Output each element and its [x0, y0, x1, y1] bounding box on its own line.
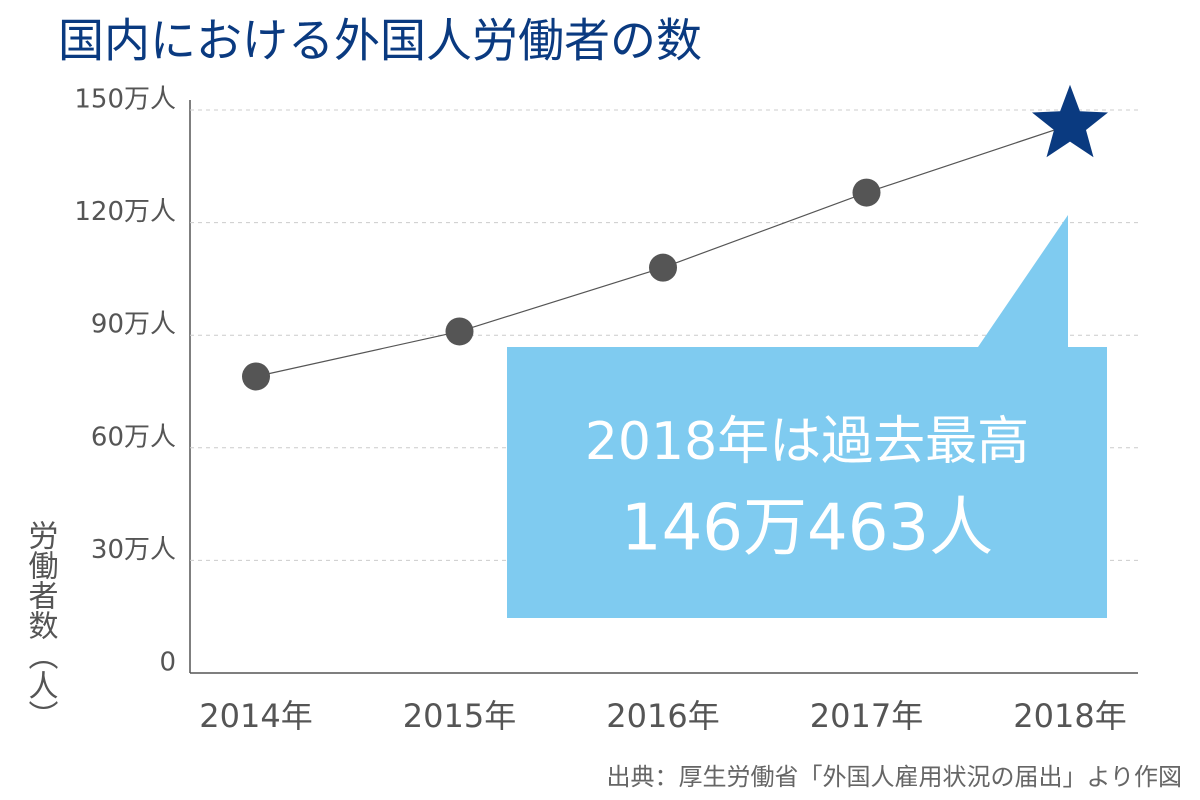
highlight-point	[1032, 84, 1108, 158]
callout-value-label: 146万463人	[621, 492, 993, 566]
data-point	[242, 362, 270, 391]
data-point	[852, 178, 881, 207]
y-axis-label: 労働者数（人）	[23, 520, 59, 730]
y-tick-label: 0	[159, 648, 176, 678]
data-line	[255, 124, 1071, 378]
callout-box	[507, 215, 1107, 618]
data-point	[445, 317, 474, 346]
x-tick-label: 2016年	[606, 697, 719, 735]
y-tick-label: 30万人	[91, 535, 176, 565]
y-tick-label: 90万人	[91, 310, 176, 340]
source-note: 出典：厚生労働省「外国人雇用状況の届出」より作図	[606, 763, 1182, 791]
y-tick-label: 60万人	[91, 422, 176, 452]
x-tick-label: 2014年	[199, 697, 312, 735]
data-point	[649, 253, 677, 282]
callout-annotation: 2018年は過去最高	[585, 412, 1029, 472]
y-tick-label: 150万人	[74, 85, 176, 115]
y-tick-label: 120万人	[74, 197, 176, 227]
x-tick-label: 2017年	[810, 697, 923, 735]
x-tick-label: 2015年	[403, 697, 516, 735]
chart-title: 国内における外国人労働者の数	[58, 14, 702, 68]
x-tick-label: 2018年	[1013, 697, 1126, 735]
